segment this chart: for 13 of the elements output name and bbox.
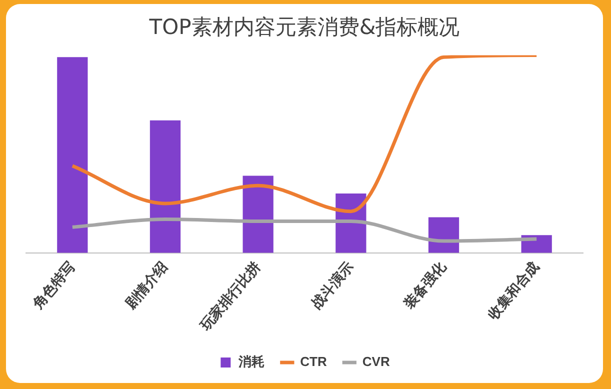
chart-title: TOP素材内容元素消费&指标概况: [148, 15, 460, 40]
x-tick-label: 收集和合成: [484, 258, 542, 322]
bar: [57, 57, 88, 253]
x-tick-label: 角色特写: [28, 258, 78, 312]
x-tick-label: 剧情介绍: [122, 258, 171, 312]
bar: [150, 120, 181, 253]
legend-label: CTR: [300, 354, 328, 370]
x-tick-label: 战斗演示: [308, 258, 356, 312]
legend-label: CVR: [362, 354, 390, 370]
x-tick-label: 装备强化: [400, 258, 450, 312]
legend-label: 消耗: [238, 354, 265, 370]
x-tick-label: 玩家排行比拼: [196, 258, 264, 334]
bar: [242, 176, 274, 253]
